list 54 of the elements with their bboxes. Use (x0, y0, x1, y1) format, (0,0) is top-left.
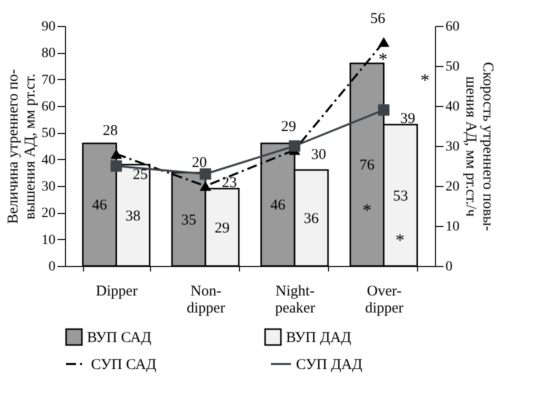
annotation: * (378, 49, 388, 69)
data-label: 29 (281, 119, 296, 135)
data-label: 56 (370, 11, 386, 27)
y2-axis-title: Скорость утреннего повы- шения АД, мм рт.ст./ч (462, 62, 496, 232)
legend-label: СУП ДАД (296, 357, 362, 373)
y-axis-title: Величина утреннего по- вышения АД, мм рт.ст. (6, 69, 38, 224)
data-label: 29 (214, 220, 230, 236)
data-label: 35 (181, 212, 196, 228)
data-label: 53 (392, 188, 408, 204)
y2-tick-label: 20 (446, 180, 460, 194)
annotation: * (396, 230, 404, 250)
point (200, 181, 212, 191)
y2-tick-label: 10 (446, 220, 460, 234)
data-label: 23 (222, 175, 237, 191)
point (378, 37, 390, 47)
data-label: 39 (400, 111, 416, 127)
x-tick-label: Non-dipper (186, 284, 226, 316)
y2-tick-label: 60 (446, 20, 460, 34)
y-tick-label: 10 (42, 232, 56, 248)
annotation: * (420, 70, 430, 90)
x-tick-label: Over-dipper (365, 284, 404, 316)
data-label: 20 (192, 155, 207, 171)
point (200, 168, 212, 180)
data-label: 76 (360, 158, 376, 174)
data-label: 36 (304, 211, 320, 227)
y2-tick-label: 40 (446, 100, 460, 114)
point (288, 140, 300, 152)
y-tick-label: 40 (42, 152, 56, 168)
y2-tick-label: 0 (446, 260, 452, 274)
data-label: 46 (92, 198, 108, 214)
y-tick-label: 80 (42, 46, 56, 62)
y-tick-label: 90 (42, 20, 56, 34)
y-tick-label: 20 (42, 206, 56, 222)
data-label: 30 (311, 147, 326, 163)
legend-label: СУП САД (91, 357, 156, 373)
y2-tick-label: 50 (446, 60, 460, 74)
annotation: * (362, 200, 372, 220)
y2-tick-label: 30 (446, 140, 460, 154)
point (378, 104, 390, 116)
y-tick-label: 70 (42, 72, 56, 88)
data-label: 46 (270, 198, 286, 214)
y-tick-label: 0 (48, 260, 56, 274)
y-tick-label: 50 (42, 126, 56, 142)
point (110, 160, 122, 172)
x-tick-label: Dipper (96, 284, 138, 300)
data-label: 25 (132, 167, 148, 183)
legend-label: ВУП САД (87, 330, 152, 346)
y-tick-label: 60 (42, 100, 56, 114)
data-label: 38 (125, 208, 140, 224)
legend-label: ВУП ДАД (286, 330, 352, 346)
point (110, 149, 122, 159)
y-tick-label: 30 (42, 180, 56, 194)
x-tick-label: Night-peaker (275, 284, 316, 316)
data-label: 28 (102, 123, 118, 139)
